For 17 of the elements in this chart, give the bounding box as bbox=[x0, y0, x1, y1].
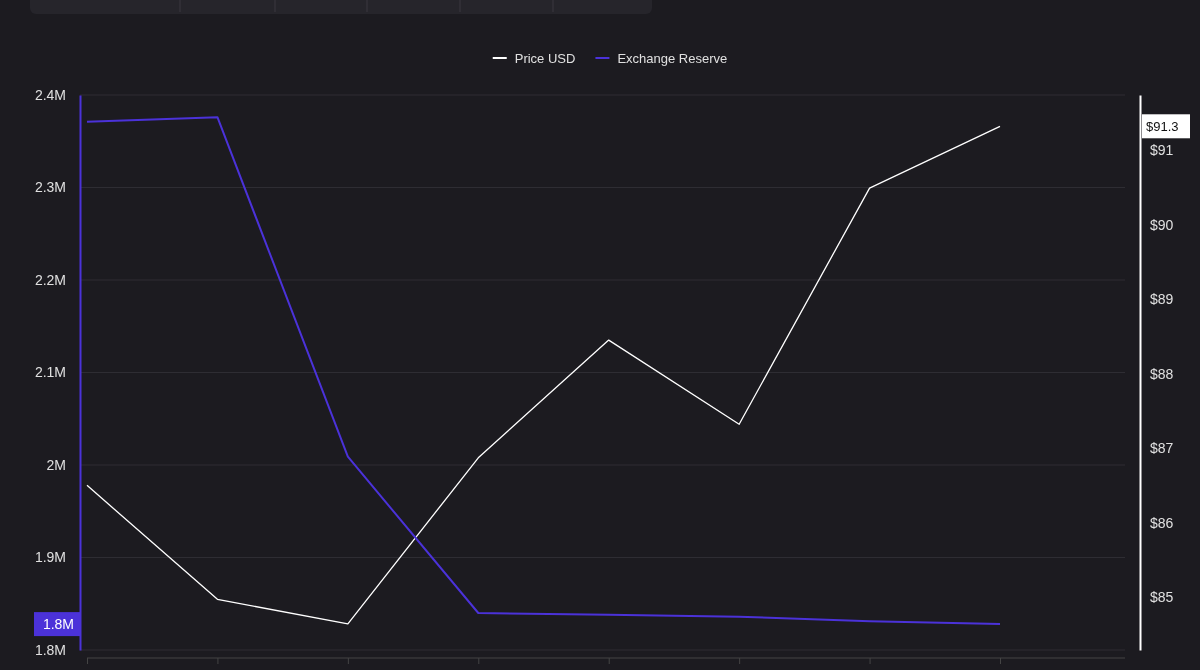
y2-tick-label: $85 bbox=[1150, 589, 1174, 606]
y2-tick-label: $87 bbox=[1150, 440, 1174, 457]
text: $91.3 bbox=[1146, 119, 1179, 135]
y2-tick-label: $91 bbox=[1150, 142, 1174, 159]
y-tick-label: 2.4M bbox=[34, 86, 66, 103]
legend-label: Price USD bbox=[514, 51, 576, 66]
y-tick-label: 1.9M bbox=[34, 549, 66, 566]
y2-tick-label: $86 bbox=[1150, 514, 1174, 531]
y-tick-label: 2.2M bbox=[34, 271, 66, 288]
y-tick-label: 2.3M bbox=[34, 179, 66, 196]
y-tick-label: 2M bbox=[46, 456, 66, 473]
legend-label: Exchange Reserve bbox=[617, 51, 728, 66]
y2-tick-label: $89 bbox=[1150, 291, 1174, 308]
y-tick-label: 1.8M bbox=[34, 641, 66, 658]
y-tick-label: 2.1M bbox=[34, 364, 66, 381]
y2-tick-label: $90 bbox=[1150, 216, 1174, 233]
y2-tick-label: $88 bbox=[1150, 365, 1174, 382]
